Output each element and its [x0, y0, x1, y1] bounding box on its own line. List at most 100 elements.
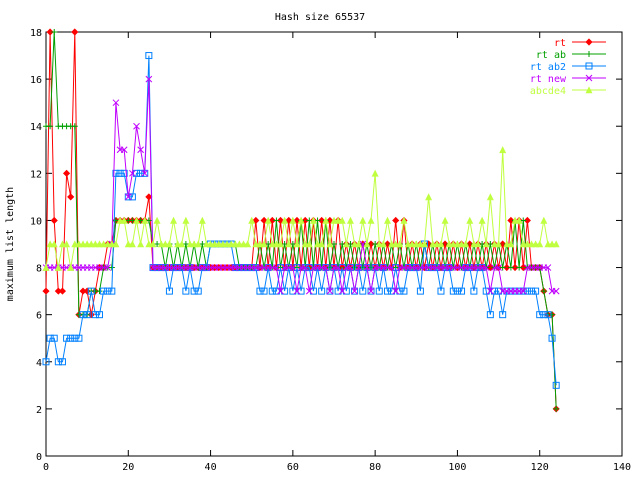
legend-marker: [585, 38, 593, 46]
data-point: [309, 216, 317, 224]
data-point: [277, 240, 284, 248]
data-point: [145, 240, 153, 248]
data-point: [293, 264, 301, 272]
data-point: [392, 287, 400, 295]
data-point: [503, 240, 511, 248]
data-point: [120, 146, 128, 154]
data-point: [486, 263, 494, 272]
data-point: [108, 264, 115, 271]
data-point: [503, 263, 511, 272]
data-point: [116, 216, 124, 224]
data-point: [527, 287, 535, 295]
data-point: [51, 29, 58, 35]
data-point: [528, 240, 535, 248]
data-point: [548, 334, 556, 342]
data-point: [50, 334, 58, 342]
x-tick-label: 100: [448, 462, 466, 473]
data-point: [338, 216, 346, 224]
data-point: [363, 264, 371, 271]
data-point: [511, 263, 519, 272]
data-point: [75, 240, 83, 248]
data-point: [359, 264, 366, 271]
data-point: [223, 240, 231, 248]
data-point: [532, 287, 540, 295]
data-point: [318, 216, 326, 225]
data-point: [301, 240, 309, 248]
data-point: [326, 264, 333, 271]
data-point: [487, 241, 494, 247]
data-point: [112, 169, 120, 177]
data-point: [145, 217, 152, 224]
data-point: [87, 287, 95, 295]
data-point: [301, 264, 309, 271]
data-point: [268, 240, 276, 248]
data-point: [268, 216, 276, 225]
data-point: [478, 216, 486, 224]
data-point: [281, 241, 288, 247]
data-point: [540, 216, 548, 224]
legend-label: rt ab: [536, 50, 566, 61]
data-point: [553, 405, 560, 412]
data-point: [71, 123, 78, 130]
data-point: [104, 264, 112, 271]
data-point: [47, 123, 54, 130]
data-point: [548, 240, 556, 248]
data-point: [190, 287, 198, 295]
data-point: [441, 216, 449, 224]
data-point: [141, 216, 149, 224]
plot-frame: [45, 31, 623, 457]
legend-label: rt: [554, 38, 566, 49]
data-point: [507, 264, 514, 271]
data-point: [305, 264, 313, 272]
data-point: [486, 287, 494, 295]
data-point: [495, 264, 502, 271]
data-point: [458, 240, 466, 248]
data-point: [449, 287, 457, 295]
data-point: [351, 264, 358, 271]
data-point: [268, 287, 276, 295]
data-point: [449, 240, 457, 248]
data-point: [334, 264, 342, 271]
data-point: [383, 240, 392, 248]
data-point: [416, 240, 424, 248]
data-point: [153, 216, 161, 224]
data-point: [466, 240, 474, 248]
data-point: [490, 240, 498, 248]
data-point: [157, 240, 165, 248]
data-point: [305, 240, 313, 248]
data-point: [523, 287, 531, 295]
data-point: [174, 240, 182, 248]
x-tick-label: 140: [613, 462, 631, 473]
data-point: [519, 287, 527, 295]
data-point: [289, 264, 297, 271]
data-point: [272, 287, 280, 295]
data-point: [532, 240, 540, 248]
data-point: [355, 264, 363, 271]
data-point: [392, 264, 400, 272]
data-point: [396, 240, 404, 248]
data-point: [46, 240, 54, 248]
data-point: [46, 28, 54, 36]
data-point: [322, 216, 330, 224]
data-point: [87, 240, 95, 248]
data-point: [145, 193, 153, 201]
data-point: [108, 240, 116, 248]
data-point: [124, 193, 132, 201]
y-tick-label: 14: [30, 122, 42, 133]
data-point: [495, 287, 503, 295]
y-axis-label: maximum list length: [5, 187, 16, 301]
data-point: [272, 240, 280, 248]
data-point: [375, 287, 383, 295]
data-point: [289, 241, 296, 247]
legend-marker: [586, 51, 592, 57]
data-point: [289, 287, 297, 295]
data-point: [133, 216, 140, 224]
x-tick-label: 40: [205, 462, 217, 473]
data-point: [297, 287, 305, 295]
x-tick-label: 20: [122, 462, 134, 473]
data-point: [499, 264, 506, 271]
data-point: [466, 216, 474, 224]
data-point: [408, 240, 416, 248]
